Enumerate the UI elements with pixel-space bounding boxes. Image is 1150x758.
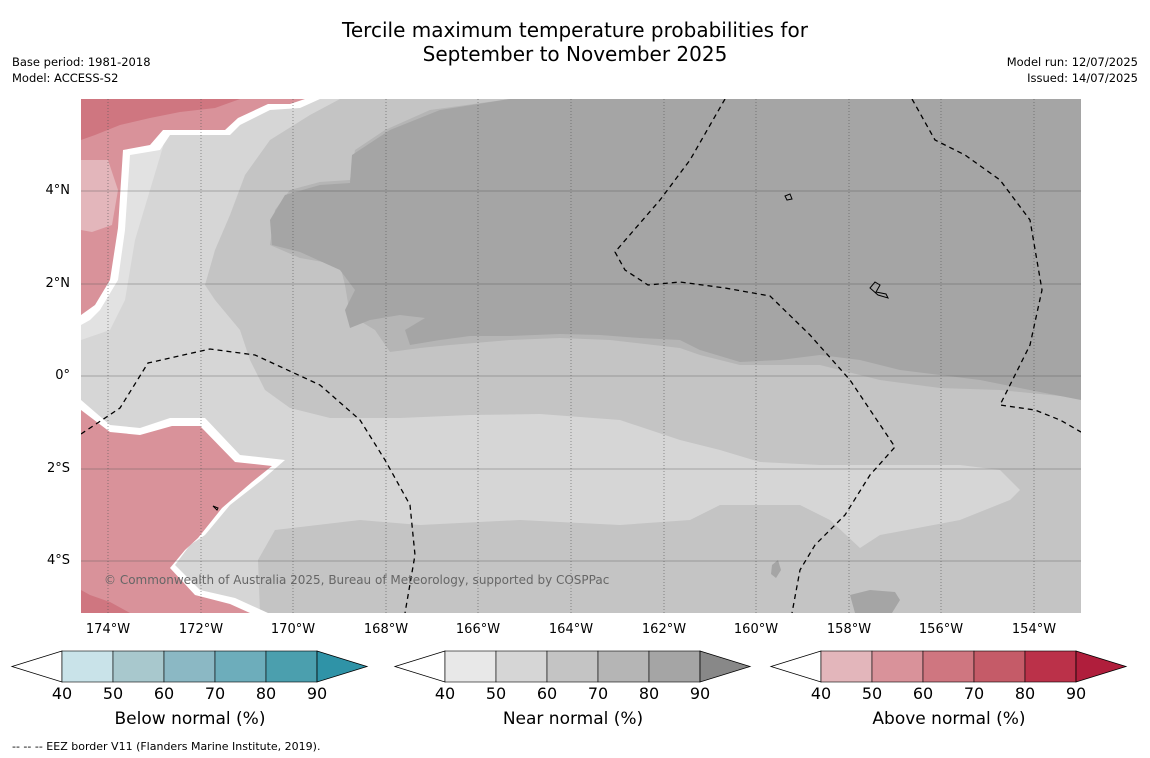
colorbar-below-tick: 50	[102, 684, 124, 703]
near-normal-70-80-region	[270, 99, 1081, 400]
colorbar-title-near: Near normal (%)	[502, 709, 644, 729]
colorbar-above-tick: 60	[912, 684, 934, 703]
colorbar-near-segment	[444, 650, 497, 683]
colorbar-near-segment	[597, 650, 650, 683]
lon-label-170w: 170°W	[270, 622, 316, 637]
colorbar-below-tick: 70	[204, 684, 226, 703]
islands	[212, 193, 889, 511]
colorbar-above-tick: 70	[963, 684, 985, 703]
colorbar-near-tick: 50	[485, 684, 507, 703]
colorbar-near-tick: 40	[434, 684, 456, 703]
metadata-left: Base period: 1981-2018 Model: ACCESS-S2	[12, 54, 151, 86]
colorbar-near-segment	[648, 650, 701, 683]
colorbar-near-tick: 90	[689, 684, 711, 703]
lat-label-2n: 2°N	[45, 276, 71, 291]
colorbar-above-segment	[820, 650, 873, 683]
title-line-2: September to November 2025	[422, 42, 728, 66]
lon-label-160w: 160°W	[733, 622, 779, 637]
colorbar-below-segment	[214, 650, 267, 683]
colorbar-below-segment	[265, 650, 318, 683]
lat-label-2s: 2°S	[46, 461, 70, 476]
colorbar-above-high-extend	[1075, 650, 1128, 683]
metadata-right: Model run: 12/07/2025 Issued: 14/07/2025	[1007, 54, 1138, 86]
issued-date: Issued: 14/07/2025	[1027, 71, 1138, 85]
dark-patch-south	[850, 590, 900, 613]
colorbar-above-tick: 40	[810, 684, 832, 703]
colorbar-above-low-extend	[769, 650, 822, 683]
eez-borders	[81, 99, 1081, 613]
map-title: Tercile maximum temperature probabilitie…	[0, 18, 1150, 66]
colorbar-near-high-extend	[699, 650, 752, 683]
lon-label-172w: 172°W	[178, 622, 224, 637]
colorbar-above-segment	[871, 650, 924, 683]
title-line-1: Tercile maximum temperature probabilitie…	[342, 18, 808, 42]
colorbar-title-above: Above normal (%)	[872, 709, 1026, 729]
colorbar-above-segment	[1024, 650, 1077, 683]
colorbar-below-tick: 60	[153, 684, 175, 703]
eez-legend: -- -- -- EEZ border V11 (Flanders Marine…	[12, 740, 321, 753]
lon-label-166w: 166°W	[455, 622, 501, 637]
dark-patch-small	[771, 560, 781, 578]
copyright-notice: © Commonwealth of Australia 2025, Bureau…	[104, 573, 610, 587]
lon-label-162w: 162°W	[641, 622, 687, 637]
colorbar-near-low-extend	[393, 650, 446, 683]
colorbar-below-segment	[112, 650, 165, 683]
colorbar-near-tick: 80	[638, 684, 660, 703]
colorbar-near-tick: 60	[536, 684, 558, 703]
above-normal-sw-50-60	[81, 410, 272, 613]
lon-label-174w: 174°W	[85, 622, 131, 637]
probability-field	[81, 99, 1081, 613]
colorbar-above-tick: 90	[1065, 684, 1087, 703]
colorbar-above-segment	[973, 650, 1026, 683]
lat-label-4s: 4°S	[46, 553, 70, 568]
colorbar-near-segment	[546, 650, 599, 683]
colorbar-below-segment	[61, 650, 114, 683]
model-run: Model run: 12/07/2025	[1006, 55, 1138, 69]
above-normal-nw-40-50	[81, 160, 118, 232]
lon-label-156w: 156°W	[918, 622, 964, 637]
lon-label-164w: 164°W	[548, 622, 594, 637]
above-normal-sw-60-70	[81, 590, 130, 613]
colorbar-below-segment	[163, 650, 216, 683]
colorbar-below-tick: 80	[255, 684, 277, 703]
latitude-lines	[81, 190, 1081, 562]
lon-label-154w: 154°W	[1011, 622, 1057, 637]
lon-label-158w: 158°W	[826, 622, 872, 637]
lat-label-4n: 4°N	[45, 183, 71, 198]
colorbar-above-segment	[922, 650, 975, 683]
above-normal-nw-60-70	[81, 99, 240, 140]
colorbar-above-tick: 50	[861, 684, 883, 703]
colorbar-title-below: Below normal (%)	[114, 709, 266, 729]
model-name: Model: ACCESS-S2	[12, 71, 119, 85]
lon-label-168w: 168°W	[363, 622, 409, 637]
base-period: Base period: 1981-2018	[12, 55, 151, 69]
colorbar-below-tick: 40	[51, 684, 73, 703]
colorbar-below-low-extend	[10, 650, 63, 683]
lat-label-0: 0°	[55, 368, 70, 383]
colorbar-near-tick: 70	[587, 684, 609, 703]
colorbar-below-high-extend	[316, 650, 369, 683]
colorbar-near-segment	[495, 650, 548, 683]
colorbar-below-tick: 90	[306, 684, 328, 703]
colorbar-above-tick: 80	[1014, 684, 1036, 703]
